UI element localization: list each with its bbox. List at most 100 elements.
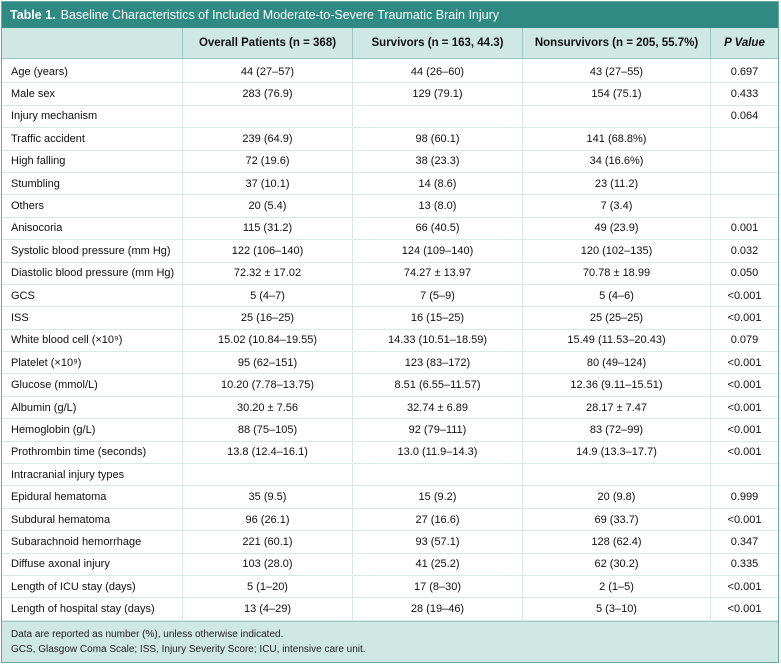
- col-header-characteristic: [2, 28, 182, 59]
- row-label: Diastolic blood pressure (mm Hg): [2, 263, 182, 285]
- table-row: Length of hospital stay (days) 13 (4–29) 2…: [2, 598, 778, 621]
- value-cell: 49 (23.9): [522, 217, 710, 241]
- value-cell: 28 (19–46): [352, 598, 522, 621]
- p-value-cell: 0.001: [710, 217, 778, 241]
- table-row: GCS 5 (4–7) 7 (5–9) 5 (4–6) <0.001: [2, 284, 778, 308]
- p-value-cell: [710, 150, 778, 173]
- value-cell: 72.32 ± 17.02: [182, 262, 352, 285]
- row-label: Traffic accident: [2, 128, 182, 151]
- p-value-cell: 0.050: [710, 262, 778, 285]
- value-cell: 80 (49–124): [522, 352, 710, 375]
- value-cell: 20 (9.8): [522, 486, 710, 509]
- p-value-cell: <0.001: [710, 352, 778, 375]
- row-label: Male sex: [2, 83, 182, 106]
- table-footnotes: Data are reported as number (%), unless …: [2, 621, 778, 662]
- p-value-cell: <0.001: [710, 307, 778, 330]
- p-value-cell: 0.999: [710, 486, 778, 509]
- col-header-survivors: Survivors (n = 163, 44.3): [352, 28, 522, 59]
- value-cell: 14.9 (13.3–17.7): [522, 441, 710, 465]
- value-cell: [352, 464, 522, 487]
- footnote: GCS, Glasgow Coma Scale; ISS, Injury Sev…: [11, 644, 366, 655]
- row-label: Subarachnoid hemorrhage: [2, 531, 182, 554]
- row-label: Diffuse axonal injury: [2, 554, 182, 576]
- row-label: Intracranial injury types: [2, 464, 182, 487]
- row-label: Prothrombin time (seconds): [2, 442, 182, 465]
- table-row: Intracranial injury types: [2, 464, 778, 487]
- value-cell: 7 (5–9): [352, 284, 522, 308]
- row-label: High falling: [2, 151, 182, 173]
- value-cell: 10.20 (7.78–13.75): [182, 374, 352, 397]
- value-cell: 70.78 ± 18.99: [522, 262, 710, 285]
- value-cell: 5 (3–10): [522, 598, 710, 621]
- value-cell: 124 (109–140): [352, 240, 522, 263]
- table-row: Albumin (g/L) 30.20 ± 7.56 32.74 ± 6.89 28.…: [2, 396, 778, 420]
- p-value-cell: <0.001: [710, 508, 778, 532]
- row-label: Hemoglobin (g/L): [2, 419, 182, 442]
- value-cell: 129 (79.1): [352, 83, 522, 106]
- table-row: Age (years) 44 (27–57) 44 (26–60) 43 (27–55…: [2, 59, 778, 84]
- value-cell: 221 (60.1): [182, 531, 352, 554]
- table-row: Subdural hematoma 96 (26.1) 27 (16.6) 69 (3…: [2, 508, 778, 532]
- value-cell: 122 (106–140): [182, 240, 352, 263]
- table-row: White blood cell (×10⁹) 15.02 (10.84–19.5…: [2, 329, 778, 353]
- value-cell: [182, 464, 352, 487]
- value-cell: 13 (4–29): [182, 598, 352, 621]
- table-row: Male sex 283 (76.9) 129 (79.1) 154 (75.1) 0.…: [2, 83, 778, 106]
- value-cell: 83 (72–99): [522, 419, 710, 442]
- value-cell: 12.36 (9.11–15.51): [522, 374, 710, 397]
- value-cell: [182, 105, 352, 129]
- footnote: Data are reported as number (%), unless …: [11, 629, 284, 640]
- row-label: Systolic blood pressure (mm Hg): [2, 240, 182, 263]
- value-cell: 13 (8.0): [352, 195, 522, 218]
- value-cell: 154 (75.1): [522, 83, 710, 106]
- value-cell: 66 (40.5): [352, 217, 522, 241]
- p-value-cell: [710, 172, 778, 196]
- p-value-cell: 0.079: [710, 329, 778, 353]
- value-cell: 27 (16.6): [352, 508, 522, 532]
- p-value-cell: <0.001: [710, 284, 778, 308]
- table-row: ISS 25 (16–25) 16 (15–25) 25 (25–25) <0.001: [2, 307, 778, 330]
- col-header-p-value: P Value: [710, 28, 778, 59]
- value-cell: 62 (30.2): [522, 553, 710, 576]
- p-value-cell: [710, 195, 778, 218]
- table-row: Diffuse axonal injury 103 (28.0) 41 (25.2)…: [2, 553, 778, 576]
- p-value-cell: <0.001: [710, 598, 778, 621]
- row-label: ISS: [2, 307, 182, 330]
- p-value-cell: 0.433: [710, 83, 778, 106]
- table-row: Subarachnoid hemorrhage 221 (60.1) 93 (57.…: [2, 531, 778, 554]
- row-label: Epidural hematoma: [2, 486, 182, 509]
- value-cell: 128 (62.4): [522, 531, 710, 554]
- value-cell: 5 (1–20): [182, 575, 352, 599]
- row-label: White blood cell (×10⁹): [2, 330, 182, 353]
- value-cell: 38 (23.3): [352, 150, 522, 173]
- value-cell: 15.02 (10.84–19.55): [182, 329, 352, 353]
- value-cell: 2 (1–5): [522, 575, 710, 599]
- value-cell: 15 (9.2): [352, 486, 522, 509]
- table-title: Table 1. Baseline Characteristics of Inc…: [2, 2, 778, 28]
- table-caption: Baseline Characteristics of Included Mod…: [60, 8, 500, 22]
- value-cell: 44 (27–57): [182, 59, 352, 84]
- table-row: Glucose (mmol/L) 10.20 (7.78–13.75) 8.51 (…: [2, 374, 778, 397]
- value-cell: 41 (25.2): [352, 553, 522, 576]
- row-label: Stumbling: [2, 173, 182, 196]
- p-value-cell: 0.697: [710, 59, 778, 84]
- value-cell: [352, 105, 522, 129]
- table-row: Diastolic blood pressure (mm Hg) 72.32 ± …: [2, 262, 778, 285]
- table-row: Length of ICU stay (days) 5 (1–20) 17 (8–3…: [2, 575, 778, 599]
- table-row: Platelet (×10⁹) 95 (62–151) 123 (83–172) 80…: [2, 352, 778, 375]
- value-cell: 14.33 (10.51–18.59): [352, 329, 522, 353]
- p-value-cell: 0.335: [710, 553, 778, 576]
- table-row: Systolic blood pressure (mm Hg) 122 (106–…: [2, 240, 778, 263]
- value-cell: 37 (10.1): [182, 172, 352, 196]
- value-cell: 13.0 (11.9–14.3): [352, 441, 522, 465]
- value-cell: 5 (4–6): [522, 284, 710, 308]
- p-value-cell: [710, 128, 778, 151]
- row-label: Age (years): [2, 59, 182, 84]
- value-cell: 25 (25–25): [522, 307, 710, 330]
- p-value-cell: 0.032: [710, 240, 778, 263]
- characteristics-table: Overall Patients (n = 368) Survivors (n …: [2, 28, 778, 621]
- value-cell: 17 (8–30): [352, 575, 522, 599]
- value-cell: 7 (3.4): [522, 195, 710, 218]
- table-row: Prothrombin time (seconds) 13.8 (12.4–16.…: [2, 441, 778, 465]
